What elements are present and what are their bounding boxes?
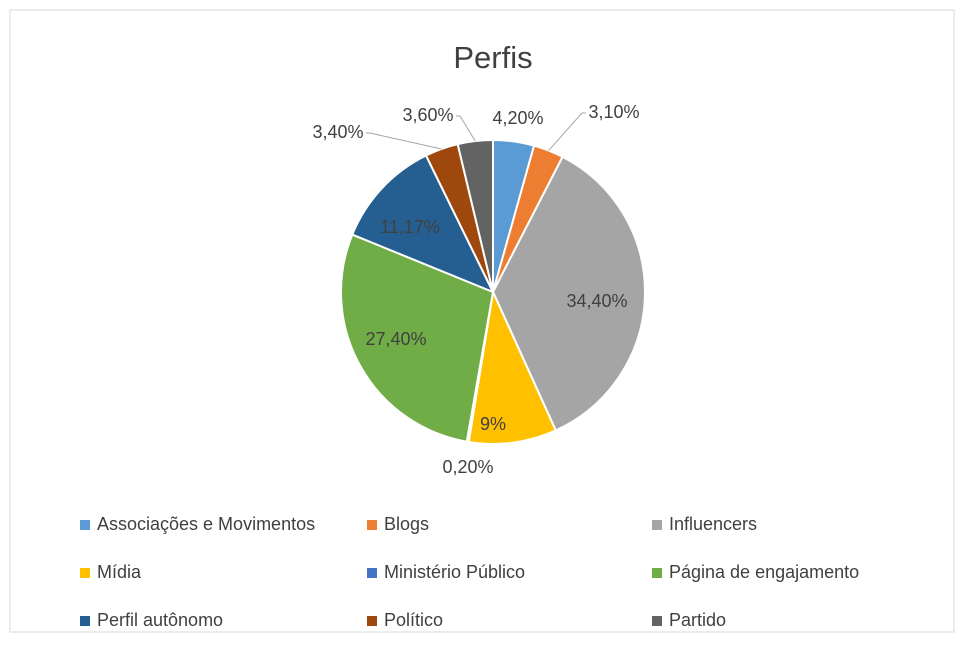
data-label: 27,40% — [365, 329, 426, 349]
leader-line — [548, 112, 586, 151]
legend-swatch — [80, 520, 90, 530]
leader-line — [366, 132, 442, 150]
chart-title: Perfis — [453, 40, 532, 75]
leader-line — [456, 115, 476, 142]
legend-label: Página de engajamento — [669, 562, 859, 582]
data-label: 34,40% — [566, 291, 627, 311]
legend-swatch — [80, 568, 90, 578]
legend-label: Influencers — [669, 514, 757, 534]
legend-swatch — [367, 616, 377, 626]
legend-label: Associações e Movimentos — [97, 514, 315, 534]
legend-label: Mídia — [97, 562, 142, 582]
legend-swatch — [652, 568, 662, 578]
data-label: 11,17% — [380, 217, 440, 237]
data-label: 3,40% — [312, 122, 363, 142]
data-label: 3,60% — [402, 105, 453, 125]
pie-slice — [467, 288, 558, 445]
legend-label: Ministério Público — [384, 562, 525, 582]
data-label: 3,10% — [588, 102, 639, 122]
legend-swatch — [80, 616, 90, 626]
data-label: 4,20% — [492, 108, 543, 128]
pie-slice — [340, 233, 495, 443]
pie-slice — [491, 155, 646, 432]
data-label: 9% — [480, 414, 506, 434]
legend-swatch — [652, 520, 662, 530]
legend-swatch — [367, 520, 377, 530]
legend-label: Blogs — [384, 514, 429, 534]
legend-swatch — [652, 616, 662, 626]
legend-label: Político — [384, 610, 443, 630]
legend-label: Partido — [669, 610, 726, 630]
legend-swatch — [367, 568, 377, 578]
data-label: 0,20% — [442, 457, 493, 477]
legend-label: Perfil autônomo — [97, 610, 223, 630]
pie-slice — [350, 154, 496, 294]
